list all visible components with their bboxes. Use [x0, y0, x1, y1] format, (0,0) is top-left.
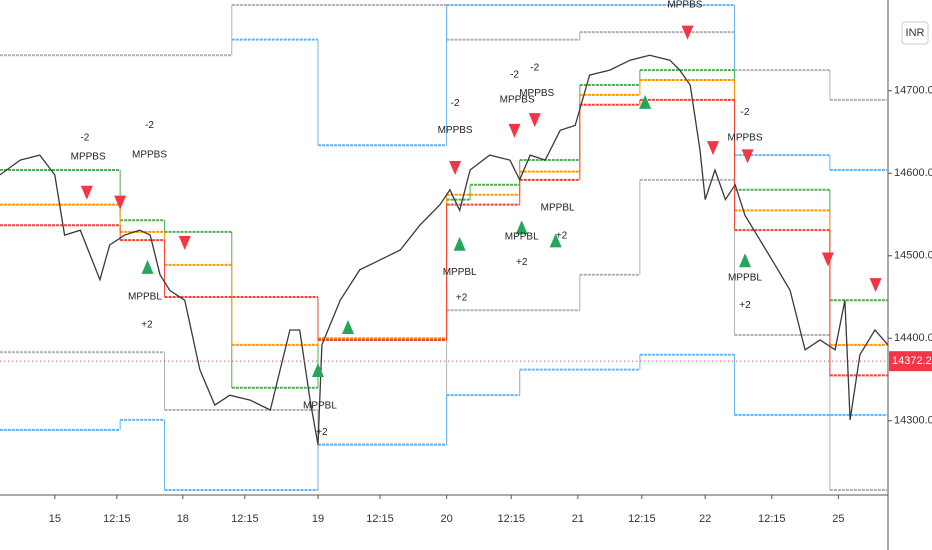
signal-up — [549, 233, 562, 248]
signal-down — [508, 123, 521, 138]
y-tick-label: 14700.00 — [894, 85, 932, 97]
annotation: +2 — [556, 231, 568, 242]
signal-down — [821, 252, 834, 267]
annotation: MPPBL — [505, 231, 539, 242]
currency-box[interactable] — [901, 21, 929, 45]
annotation: MPPBS — [438, 125, 473, 136]
annotation: MPPBS — [519, 88, 554, 99]
x-tick-label: 15 — [49, 513, 61, 525]
y-tick-label: 14500.00 — [894, 250, 932, 262]
signal-down — [80, 185, 93, 200]
x-tick-label: 12:15 — [628, 513, 656, 525]
annotation: MPPBL — [128, 292, 162, 303]
annotation: +2 — [141, 320, 153, 331]
x-tick-label: 12:15 — [103, 513, 131, 525]
signal-down — [178, 236, 191, 251]
annotation: MPPBL — [728, 273, 762, 284]
annotation: MPPBS — [727, 132, 762, 143]
x-tick-label: 12:15 — [366, 513, 394, 525]
annotation: MPPBS — [71, 151, 106, 162]
y-tick-label: 14600.00 — [894, 167, 932, 179]
x-tick-label: 25 — [832, 513, 844, 525]
annotation: -2 — [741, 107, 750, 118]
signal-up — [739, 253, 752, 268]
x-tick-label: 20 — [440, 513, 452, 525]
annotation: +2 — [739, 300, 751, 311]
signal-down — [449, 160, 462, 175]
annotation: MPPBS — [132, 150, 167, 161]
x-tick-label: 12:15 — [497, 513, 525, 525]
signal-up — [141, 259, 154, 274]
annotation: -2 — [510, 70, 519, 81]
signal-down — [114, 195, 127, 210]
annotation: +2 — [316, 427, 328, 438]
x-tick-label: 22 — [699, 513, 711, 525]
annotation: -2 — [530, 62, 539, 73]
x-tick-label: 18 — [177, 513, 189, 525]
signal-down — [741, 149, 754, 164]
currency: INR — [906, 27, 925, 39]
annotation: +2 — [456, 292, 468, 303]
last-price-box — [889, 351, 932, 372]
signal-down — [681, 25, 694, 40]
last-price-label: 14372.20 — [892, 355, 932, 367]
signal-up — [453, 236, 466, 251]
annotation: MPPBS — [500, 94, 535, 105]
annotation: +2 — [516, 257, 528, 268]
y-tick-label: 14300.00 — [894, 415, 932, 427]
x-tick-label: 19 — [312, 513, 324, 525]
annotation: MPPBL — [303, 401, 337, 412]
price-line — [0, 54, 889, 445]
signal-down — [528, 113, 541, 128]
annotation: MPPBL — [541, 203, 575, 214]
signal-down — [869, 278, 882, 293]
x-tick-label: 21 — [572, 513, 584, 525]
annotation: -2 — [451, 98, 460, 109]
y-tick-label: 14400.00 — [894, 332, 932, 344]
x-tick-label: 12:15 — [758, 513, 786, 525]
signal-up — [342, 320, 355, 335]
signal-up — [515, 220, 528, 235]
x-tick-label: 12:15 — [231, 513, 259, 525]
signal-up — [311, 362, 324, 377]
signal-down — [707, 141, 720, 156]
annotation: MPPBS — [667, 0, 702, 11]
annotation: -2 — [145, 120, 154, 131]
annotation: -2 — [80, 132, 89, 143]
annotation: MPPBL — [443, 267, 477, 278]
signal-up — [639, 94, 652, 109]
